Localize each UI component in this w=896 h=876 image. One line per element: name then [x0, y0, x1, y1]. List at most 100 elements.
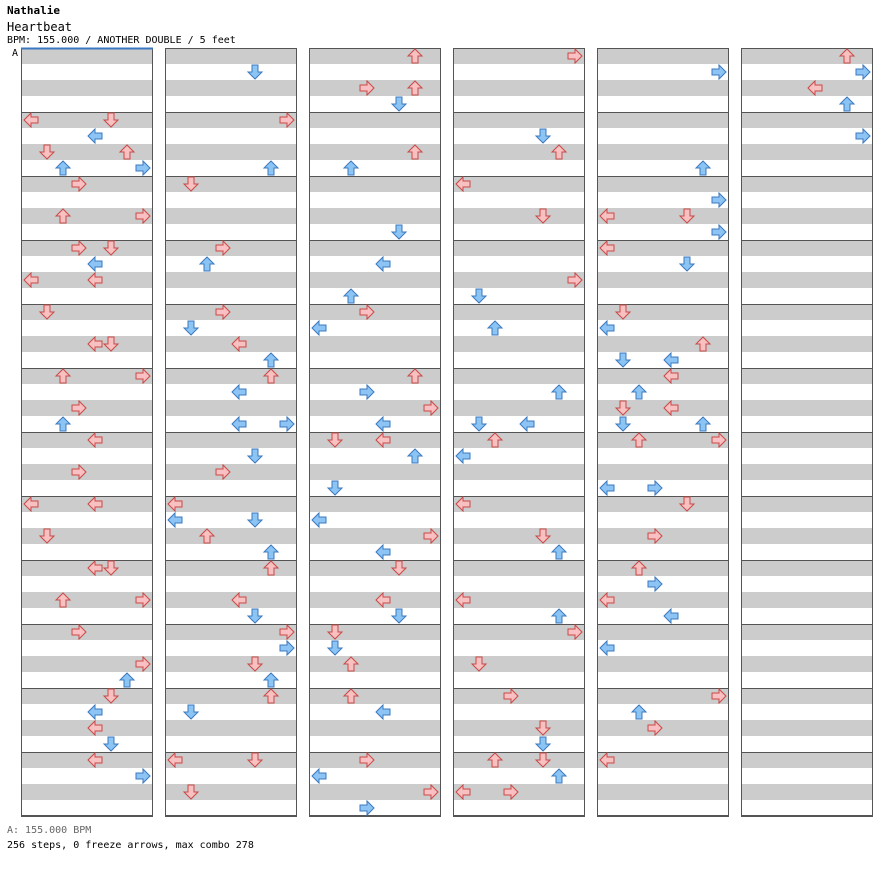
quarter-note-arrow — [38, 528, 56, 544]
eighth-note-arrow — [198, 256, 216, 272]
step-arrow — [359, 303, 375, 321]
chart-stripe — [597, 496, 729, 512]
chart-stripe — [597, 528, 729, 544]
chart-stripe — [741, 176, 873, 192]
chart-stripe — [309, 272, 441, 288]
chart-stripe — [309, 720, 441, 736]
eighth-note-arrow — [550, 384, 568, 400]
bpm-marker: A — [12, 48, 18, 59]
eighth-note-arrow — [455, 447, 471, 465]
step-arrow — [246, 448, 264, 464]
step-arrow — [342, 160, 360, 176]
quarter-note-arrow — [647, 527, 663, 545]
eighth-note-arrow — [311, 767, 327, 785]
eighth-note-arrow — [231, 383, 247, 401]
chart-stripe — [309, 240, 441, 256]
step-arrow — [87, 335, 103, 353]
chart-stripe — [21, 272, 153, 288]
eighth-note-arrow — [246, 448, 264, 464]
chart-stripe — [165, 464, 297, 480]
eighth-note-arrow — [470, 288, 488, 304]
quarter-note-arrow — [135, 207, 151, 225]
chart-stripe — [21, 688, 153, 704]
step-arrow — [326, 640, 344, 656]
step-arrow — [71, 175, 87, 193]
eighth-note-arrow — [311, 319, 327, 337]
eighth-note-arrow — [694, 416, 712, 432]
eighth-note-arrow — [838, 96, 856, 112]
step-arrow — [534, 752, 552, 768]
step-arrow — [102, 688, 120, 704]
step-arrow — [231, 415, 247, 433]
quarter-note-arrow — [359, 303, 375, 321]
eighth-note-arrow — [279, 639, 295, 657]
step-arrow — [135, 655, 151, 673]
step-arrow — [342, 288, 360, 304]
chart-stripe — [453, 304, 585, 320]
step-arrow — [54, 368, 72, 384]
chart-stripe — [741, 464, 873, 480]
eighth-note-arrow — [54, 160, 72, 176]
chart-stripe — [741, 656, 873, 672]
step-arrow — [38, 304, 56, 320]
chart-stripe — [309, 624, 441, 640]
eighth-note-arrow — [342, 288, 360, 304]
step-arrow — [599, 591, 615, 609]
step-arrow — [455, 175, 471, 193]
quarter-note-arrow — [470, 656, 488, 672]
chart-stripe — [21, 144, 153, 160]
eighth-note-arrow — [550, 608, 568, 624]
quarter-note-arrow — [182, 784, 200, 800]
step-arrow — [38, 144, 56, 160]
step-arrow — [630, 704, 648, 720]
step-arrow — [519, 415, 535, 433]
step-arrow — [23, 495, 39, 513]
eighth-note-arrow — [855, 63, 871, 81]
step-arrow — [262, 368, 280, 384]
chart-stripe — [597, 336, 729, 352]
step-arrow — [326, 432, 344, 448]
step-arrow — [406, 48, 424, 64]
quarter-note-arrow — [711, 431, 727, 449]
step-arrow — [390, 224, 408, 240]
chart-meta: BPM: 155.000 / ANOTHER DOUBLE / 5 feet — [7, 35, 236, 46]
quarter-note-arrow — [231, 335, 247, 353]
step-arrow — [262, 160, 280, 176]
chart-stripe — [21, 304, 153, 320]
step-arrow — [135, 367, 151, 385]
chart-stripe — [309, 336, 441, 352]
quarter-note-arrow — [647, 719, 663, 737]
quarter-note-arrow — [503, 783, 519, 801]
quarter-note-arrow — [534, 208, 552, 224]
step-arrow — [390, 608, 408, 624]
step-arrow — [87, 431, 103, 449]
chart-stripe — [453, 688, 585, 704]
step-arrow — [246, 656, 264, 672]
eighth-note-arrow — [342, 160, 360, 176]
step-arrow — [102, 336, 120, 352]
step-arrow — [87, 255, 103, 273]
chart-stripe — [165, 560, 297, 576]
step-arrow — [182, 176, 200, 192]
eighth-note-arrow — [711, 63, 727, 81]
chart-stripe — [597, 560, 729, 576]
eighth-note-arrow — [534, 128, 552, 144]
quarter-note-arrow — [550, 144, 568, 160]
quarter-note-arrow — [87, 559, 103, 577]
chart-stripe — [453, 176, 585, 192]
quarter-note-arrow — [534, 720, 552, 736]
chart-stripe — [741, 720, 873, 736]
chart-stripe — [453, 144, 585, 160]
eighth-note-arrow — [614, 352, 632, 368]
chart-stripe — [21, 112, 153, 128]
quarter-note-arrow — [87, 335, 103, 353]
chart-stripe — [21, 784, 153, 800]
quarter-note-arrow — [182, 176, 200, 192]
step-arrow — [135, 767, 151, 785]
quarter-note-arrow — [326, 624, 344, 640]
eighth-note-arrow — [375, 415, 391, 433]
quarter-note-arrow — [359, 79, 375, 97]
step-arrow — [455, 591, 471, 609]
bpm-legend: A: 155.000 BPM — [7, 825, 92, 836]
step-arrow — [231, 335, 247, 353]
